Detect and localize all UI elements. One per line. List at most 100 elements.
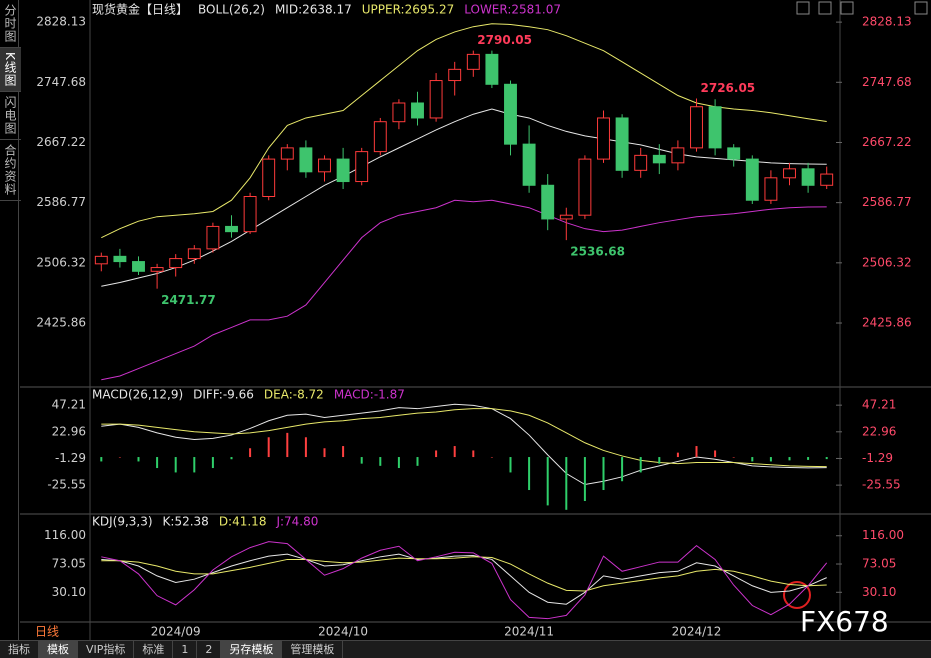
y-tick-label: -25.55 — [47, 478, 86, 492]
y-tick-label-right: 2828.13 — [862, 15, 912, 29]
candle-body — [392, 102, 406, 123]
candle-body — [597, 117, 610, 160]
candle-body — [504, 83, 517, 145]
macd-bar — [788, 457, 791, 461]
legend-entry: MACD(26,12,9) — [92, 388, 183, 402]
macd-bar — [583, 457, 586, 502]
sidebar-tab[interactable]: 分时图 — [0, 0, 21, 48]
candle-body — [336, 158, 350, 183]
y-tick-label: -1.29 — [55, 451, 86, 465]
sidebar-tab[interactable]: 合约资料 — [0, 140, 21, 201]
macd-bar — [323, 448, 326, 458]
indicator-line — [101, 408, 827, 468]
extreme-label: 2726.05 — [701, 81, 756, 95]
y-tick-label-right: 2747.68 — [862, 75, 912, 89]
x-tick-label: 2024/11 — [504, 625, 554, 639]
candle-body — [466, 53, 480, 70]
legend-entry: 现货黄金【日线】 — [92, 2, 188, 17]
toolbar-button[interactable]: 另存模板 — [221, 641, 283, 658]
candle-body — [727, 147, 741, 160]
y-tick-label-right: 2667.22 — [862, 135, 912, 149]
toolbar-button[interactable]: 标准 — [134, 641, 174, 658]
macd-bar — [416, 457, 419, 466]
watermark: FX678 — [800, 605, 889, 638]
y-tick-label-right: 2425.86 — [862, 316, 912, 330]
sidebar-tab[interactable]: K线图 — [0, 48, 21, 92]
indicator-line — [101, 556, 827, 592]
legend-entry: DIFF:-9.66 — [193, 388, 254, 402]
macd-bar — [453, 446, 456, 458]
candle-body — [783, 168, 796, 179]
candle-body — [429, 80, 443, 119]
extreme-label: 2536.68 — [570, 245, 625, 259]
legend-entry: J:74.80 — [275, 515, 318, 529]
macd-bar — [286, 432, 289, 458]
macd-bar — [658, 457, 661, 464]
toolbar-button[interactable]: 2 — [197, 641, 222, 658]
macd-bar — [695, 446, 698, 458]
period-label[interactable]: 日线 — [35, 625, 59, 639]
candle-body — [671, 147, 685, 164]
button[interactable] — [840, 1, 854, 15]
macd-bar — [249, 448, 252, 458]
candle-body — [150, 267, 164, 272]
y-tick-label-right: 2506.32 — [862, 255, 912, 269]
legend-entry: K:52.38 — [163, 515, 209, 529]
y-tick-label: 22.96 — [52, 424, 86, 438]
indicator-line — [101, 108, 827, 287]
indicator-line — [101, 403, 827, 486]
candle-body — [411, 102, 424, 119]
macd-bar — [267, 437, 270, 458]
candle-body — [541, 184, 555, 220]
x-tick-label: 2024/10 — [318, 625, 368, 639]
macd-bar — [769, 457, 772, 462]
y-tick-label: 73.05 — [52, 557, 86, 571]
candle-body — [522, 143, 536, 186]
sidebar-tab[interactable]: 闪电图 — [0, 92, 21, 140]
toolbar-button[interactable]: 模板 — [39, 641, 78, 658]
button[interactable] — [818, 1, 832, 15]
y-tick-label: 2425.86 — [36, 316, 86, 330]
toolbar-button[interactable]: 指标 — [0, 641, 39, 658]
legend-entry: KDJ(9,3,3) — [92, 515, 153, 529]
y-tick-label-right: 30.10 — [862, 585, 896, 599]
macd-bar — [193, 457, 196, 473]
macd-bar — [360, 457, 363, 464]
y-tick-label-right: 47.21 — [862, 398, 896, 412]
y-tick-label: 2747.68 — [36, 75, 86, 89]
candle-body — [94, 255, 108, 265]
legend-entry: MID:2638.17 — [275, 3, 352, 17]
extreme-label: 2471.77 — [161, 293, 216, 307]
macd-bar — [156, 457, 159, 469]
macd-bar — [714, 450, 717, 458]
macd-bar — [304, 437, 307, 458]
candle-body — [708, 106, 722, 149]
button[interactable] — [914, 1, 928, 15]
candle-body — [206, 225, 220, 250]
chart: FX678 日线 现货黄金【日线】 BOLL(26,2) MID:2638.17 UP… — [20, 0, 931, 640]
toolbar-button[interactable]: VIP指标 — [78, 641, 135, 658]
candle-body — [745, 158, 759, 201]
y-tick-label-right: 22.96 — [862, 424, 896, 438]
toolbar-button[interactable]: 管理模板 — [282, 641, 344, 658]
indicator-line — [101, 553, 827, 605]
y-tick-label: 30.10 — [52, 585, 86, 599]
legend-entry: UPPER:2695.27 — [362, 3, 454, 17]
bottom-toolbar: 指标 模板 VIP指标 标准 1 2 另存模板 管理模板 — [0, 640, 931, 658]
indicator-line — [101, 23, 827, 239]
macd-bar — [807, 457, 810, 460]
candle-body — [280, 147, 294, 160]
candle-body — [448, 68, 462, 82]
macd-bar — [230, 457, 233, 460]
zoom-buttons[interactable] — [796, 1, 928, 15]
legend-entry: BOLL(26,2) — [198, 3, 265, 17]
toolbar-button[interactable]: 1 — [173, 641, 198, 658]
y-tick-label: 47.21 — [52, 398, 86, 412]
candle-body — [578, 158, 592, 216]
macd-bar — [639, 457, 642, 473]
button[interactable] — [796, 1, 810, 15]
candle-body — [634, 154, 648, 171]
candle-body — [559, 214, 573, 220]
legend-entry: DEA:-8.72 — [264, 388, 324, 402]
